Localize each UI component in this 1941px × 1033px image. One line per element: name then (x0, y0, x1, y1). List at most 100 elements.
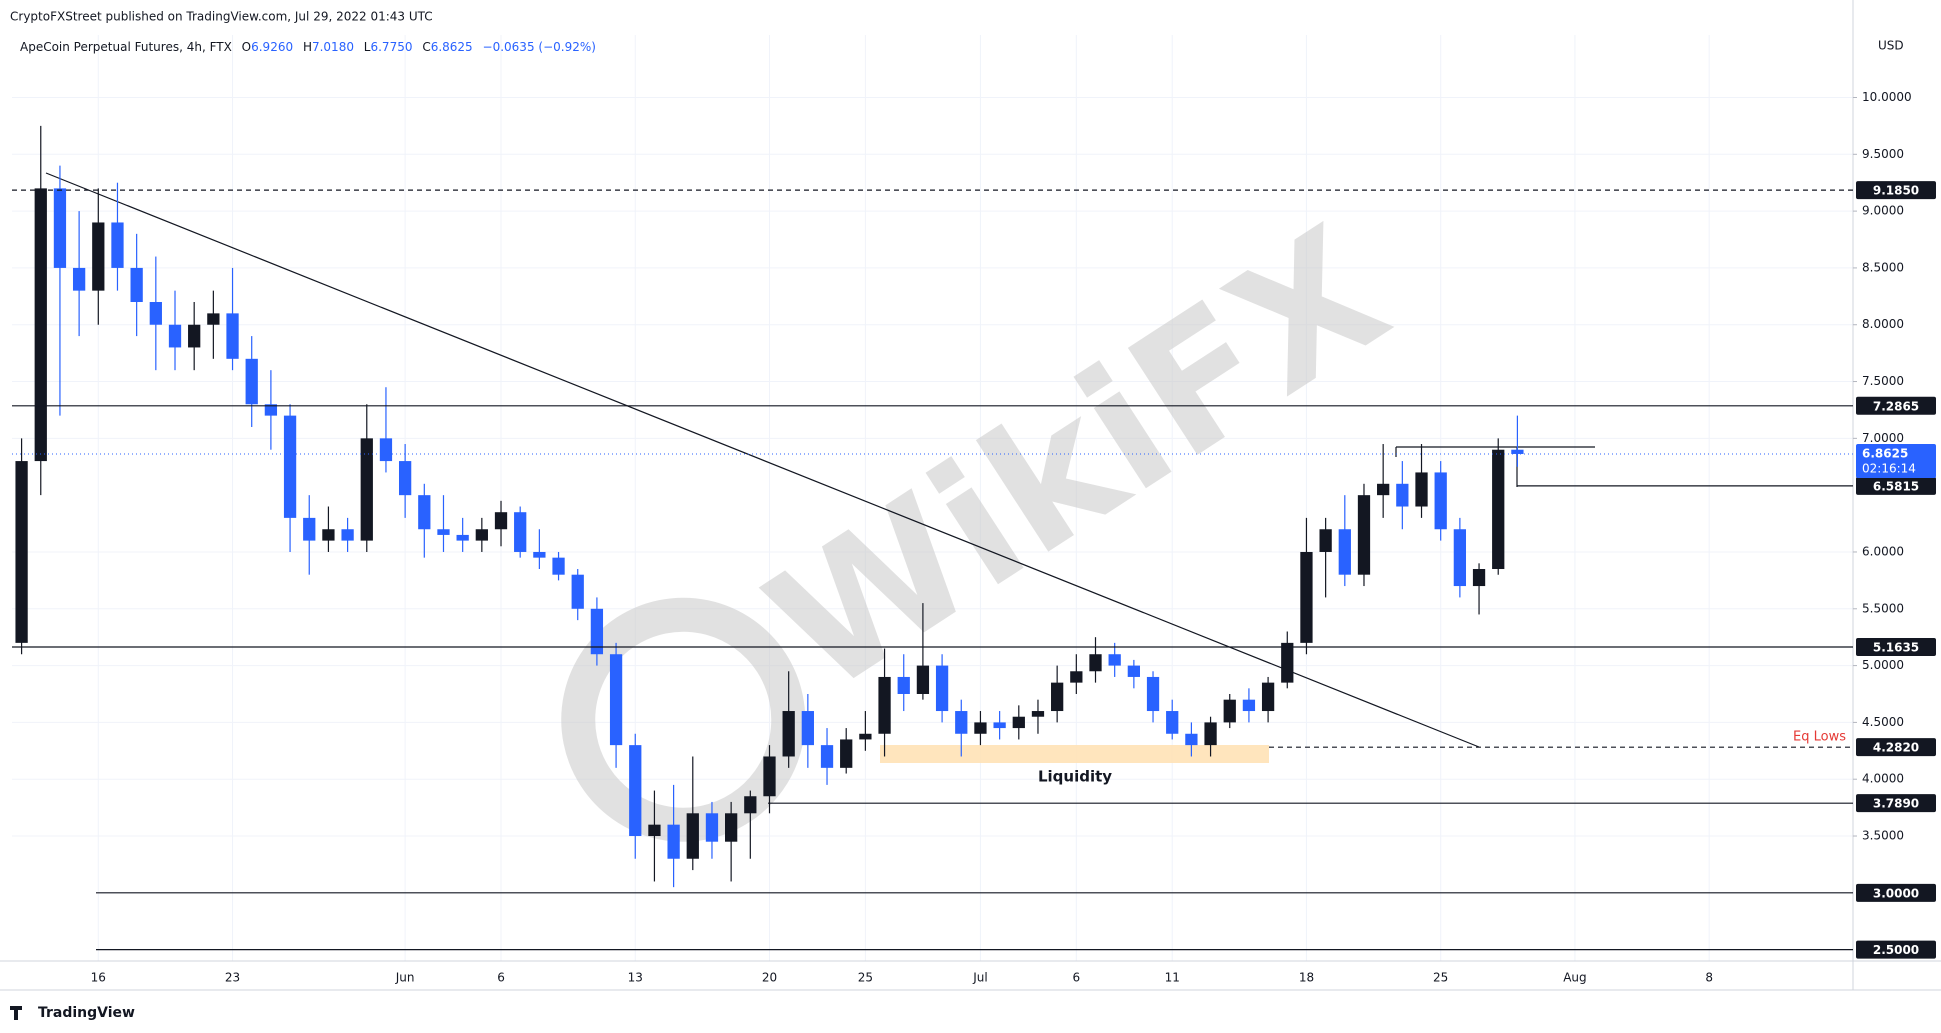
candle-body (341, 529, 354, 541)
candle-body (1204, 722, 1217, 746)
liquidity-zone (880, 745, 1269, 763)
symbol: ApeCoin Perpetual Futures, 4h, FTX (20, 40, 232, 54)
candle-body (360, 438, 373, 541)
level-box (1856, 940, 1936, 959)
y-tick-label: 4.0000 (1862, 772, 1904, 786)
candle-body (859, 733, 872, 740)
candle-body (935, 665, 949, 712)
candle-body (1377, 483, 1390, 496)
candle-body (1357, 495, 1371, 575)
currency: USD (1878, 39, 1904, 53)
candle-body (15, 461, 28, 643)
candle-body (1396, 483, 1409, 507)
x-tick-label: 13 (628, 971, 643, 985)
candle-body (34, 188, 47, 462)
x-tick-label: Aug (1563, 971, 1586, 985)
candle-body (1319, 529, 1332, 552)
x-tick-label: 23 (225, 971, 240, 985)
y-tick-label: 9.5000 (1862, 147, 1904, 161)
candle-body (1415, 472, 1428, 507)
candle-body (571, 574, 584, 609)
candle-body (1281, 642, 1294, 683)
watermark-text: WikiFX (736, 190, 1420, 733)
level-box (1856, 883, 1936, 902)
candle-body (840, 739, 853, 768)
x-tick-label: 25 (1433, 971, 1448, 985)
brand: TradingView (38, 1005, 135, 1021)
candle-body (207, 313, 220, 325)
candle-body (92, 222, 105, 291)
level-label: 9.1850 (1873, 184, 1919, 198)
candle-body (168, 324, 182, 348)
candle-body (955, 711, 968, 734)
x-tick-label: 6 (497, 971, 505, 985)
x-tick-label: 20 (762, 971, 777, 985)
x-tick-label: Jun (395, 971, 415, 985)
candle-body (1108, 654, 1121, 666)
candle-body (475, 529, 488, 541)
ohlc-key: L (364, 40, 371, 54)
legend: ApeCoin Perpetual Futures, 4h, FTX O6.92… (20, 40, 596, 54)
candle-body (1338, 529, 1351, 575)
candle-body (1051, 682, 1064, 712)
candle-body (1261, 682, 1275, 712)
candle-body (1070, 671, 1083, 683)
ohlc-value: 6.7750 (370, 40, 412, 54)
y-tick-label: 3.5000 (1862, 829, 1904, 843)
candle-body (418, 495, 431, 530)
candle-body (629, 745, 642, 837)
candle-body (897, 676, 910, 694)
candle-body (974, 722, 987, 734)
candle-body (1031, 711, 1045, 717)
candle-body (705, 813, 719, 842)
candle-body (667, 824, 680, 859)
candle-body (379, 438, 393, 462)
countdown: 02:16:14 (1862, 461, 1916, 475)
ohlc-key: H (303, 40, 312, 54)
ohlc-value: 6.8625 (431, 40, 473, 54)
candle-body (1127, 665, 1140, 677)
y-tick-label: 5.5000 (1862, 601, 1904, 615)
candle-body (1492, 449, 1505, 570)
candle-body (820, 745, 834, 768)
candle-body (552, 557, 565, 575)
candle-body (398, 461, 412, 496)
candle-body (1185, 733, 1198, 746)
candle-body (1472, 569, 1486, 587)
candle-body (1242, 699, 1256, 712)
candle-body (878, 676, 891, 734)
candle-body (648, 824, 661, 837)
candle-body (303, 517, 316, 541)
candle-body (916, 665, 930, 694)
candle-body (1012, 716, 1025, 729)
level-box (1856, 396, 1936, 415)
x-tick-label: 16 (91, 971, 106, 985)
change: −0.0635 (−0.92%) (483, 40, 596, 54)
level-box (1856, 738, 1936, 757)
candle-body (1300, 551, 1313, 643)
y-tick-label: 10.0000 (1862, 90, 1912, 104)
candle-body (782, 711, 795, 757)
x-tick-label: Jul (972, 971, 987, 985)
candle-body (590, 608, 604, 655)
last-price-box (1856, 443, 1936, 478)
candle-body (1166, 711, 1179, 734)
level-label: 3.7890 (1873, 797, 1919, 811)
ohlc-value: 7.0180 (312, 40, 354, 54)
publisher: CryptoFXStreet published on TradingView.… (10, 10, 433, 24)
candle-body (245, 358, 258, 405)
y-tick-label: 7.0000 (1862, 431, 1904, 445)
x-tick-label: 18 (1299, 971, 1314, 985)
level-label: 2.5000 (1873, 943, 1919, 957)
y-tick-label: 5.0000 (1862, 658, 1904, 672)
level-box (1856, 181, 1936, 200)
candle-body (1511, 449, 1524, 454)
candle-body (1146, 676, 1160, 712)
watermark-logo (561, 597, 806, 842)
x-tick-label: 6 (1073, 971, 1081, 985)
liquidity-label: Liquidity (1038, 768, 1112, 786)
last-price-label: 6.8625 (1862, 446, 1908, 460)
ohlc-key: O (242, 40, 251, 54)
level-box (1856, 638, 1936, 657)
x-tick-label: 25 (858, 971, 873, 985)
